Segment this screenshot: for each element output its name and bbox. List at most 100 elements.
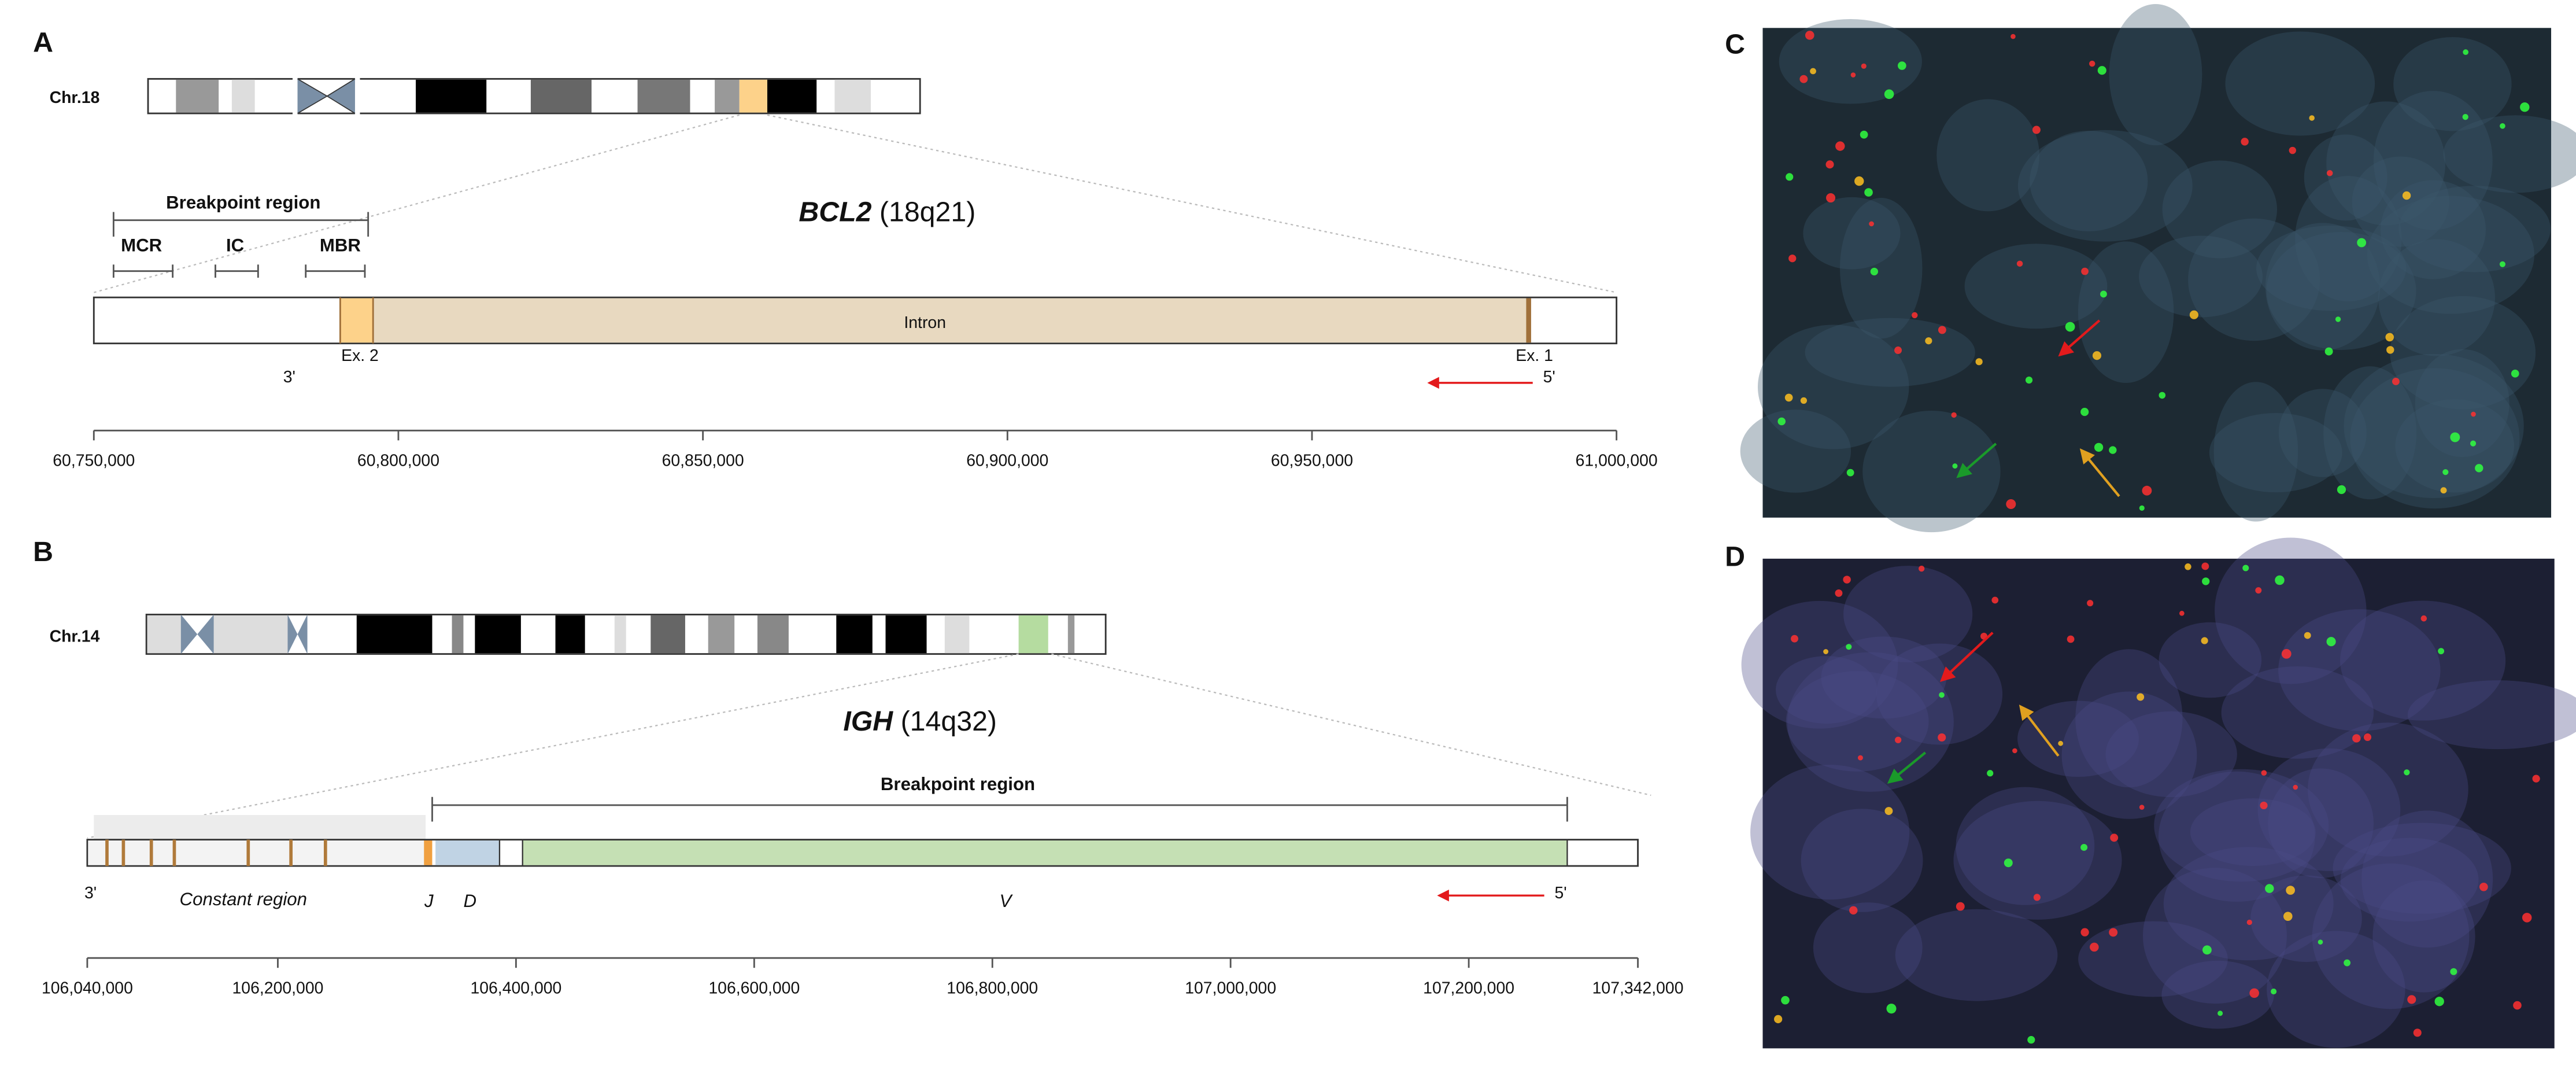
signal	[2201, 637, 2208, 644]
signal	[2335, 316, 2341, 322]
signal	[2189, 310, 2198, 319]
nucleus	[1757, 325, 1909, 449]
signal	[1846, 469, 1854, 477]
nucleus	[2265, 223, 2381, 351]
signal	[2522, 913, 2532, 923]
signal	[2255, 587, 2262, 594]
signal	[1938, 326, 1946, 334]
nucleus	[2407, 680, 2576, 750]
nucleus	[2443, 115, 2576, 193]
signal	[2442, 469, 2449, 475]
nucleus	[1953, 801, 2122, 920]
chromosome-label: Chr.14	[50, 628, 100, 646]
signal	[2532, 775, 2540, 783]
gene-locus: (14q32)	[901, 706, 997, 737]
signal	[1861, 63, 1867, 69]
signal	[1799, 75, 1808, 83]
gene-title: IGH (14q32)	[843, 706, 997, 737]
signal	[1991, 596, 1999, 604]
signal	[2511, 369, 2519, 378]
gene-bcl2	[93, 296, 1618, 345]
panel-b: B Chr.14 IGH (14q32) Breakpoint region 3…	[33, 536, 1683, 998]
signal	[1786, 173, 1794, 181]
signal	[1777, 417, 1786, 426]
signal	[1860, 130, 1868, 139]
signal	[2275, 575, 2285, 585]
nucleus	[1862, 411, 2001, 533]
signal	[2242, 565, 2249, 571]
nucleus	[2158, 771, 2315, 902]
signal	[2357, 238, 2367, 248]
signal	[1788, 255, 1797, 263]
axis: 106,040,000 106,200,000 106,400,000 106,600…	[42, 957, 1684, 998]
signal	[1952, 463, 1958, 469]
nucleus	[1821, 636, 1947, 719]
chromosome-14	[145, 614, 1107, 655]
signal	[2006, 499, 2016, 510]
signal	[1810, 68, 1816, 75]
signal	[1835, 589, 1843, 597]
end-label: 5'	[1554, 884, 1566, 902]
signal	[2179, 610, 2185, 616]
signal	[2386, 346, 2394, 354]
nucleus	[2312, 863, 2470, 1009]
signal	[1956, 902, 1965, 911]
signal	[2016, 260, 2023, 267]
subregion-label: MBR	[320, 235, 361, 255]
signal	[2450, 968, 2457, 975]
arrow	[2058, 319, 2101, 357]
signal	[2139, 505, 2145, 511]
nucleus	[2268, 768, 2374, 879]
signal	[2033, 894, 2041, 901]
nucleus	[2267, 931, 2405, 1048]
nucleus	[2075, 649, 2183, 788]
gene-locus: (18q21)	[879, 196, 975, 227]
signal	[2202, 577, 2210, 585]
signal	[2500, 123, 2505, 129]
signal	[2513, 1001, 2522, 1010]
nucleus	[2372, 880, 2475, 993]
signal	[2309, 115, 2315, 121]
nucleus	[2340, 600, 2506, 721]
nucleus	[2188, 218, 2320, 341]
signal	[1823, 649, 1829, 654]
subregion-brackets	[112, 264, 366, 278]
end-label: 3'	[283, 368, 295, 386]
signal	[1800, 397, 1808, 404]
signal	[2293, 784, 2298, 790]
nucleus	[2278, 389, 2367, 477]
nucleus	[2395, 399, 2514, 493]
nucleus	[1787, 652, 1954, 792]
nucleus	[1786, 671, 1929, 772]
signal	[1886, 1004, 1897, 1014]
nucleus	[2154, 769, 2329, 882]
signal	[2385, 333, 2394, 342]
signal	[2100, 290, 2107, 298]
nucleus	[2361, 810, 2493, 948]
signal	[2499, 261, 2506, 267]
constant-label: Constant region	[180, 889, 308, 909]
nucleus	[2142, 868, 2287, 1004]
signal	[1805, 31, 1814, 40]
chromosome-label: Chr.18	[50, 89, 100, 107]
signal	[2265, 884, 2274, 893]
nucleus	[2393, 37, 2512, 131]
nucleus	[2161, 960, 2274, 1029]
signal	[1784, 393, 1793, 402]
fish-image	[1762, 28, 2552, 518]
signal	[1939, 692, 1945, 698]
signal	[2012, 748, 2017, 754]
signal	[2027, 1036, 2035, 1044]
nucleus	[1803, 197, 1901, 270]
signal	[2142, 485, 2152, 496]
zoom-lines	[87, 653, 1651, 839]
nucleus	[2159, 622, 2262, 698]
signal	[1826, 193, 1836, 203]
signal	[2413, 1028, 2422, 1037]
nucleus	[2061, 691, 2197, 819]
tick-label: 60,950,000	[1271, 452, 1353, 470]
signal	[2304, 632, 2311, 639]
signal	[2470, 440, 2477, 447]
signal	[1791, 635, 1798, 643]
